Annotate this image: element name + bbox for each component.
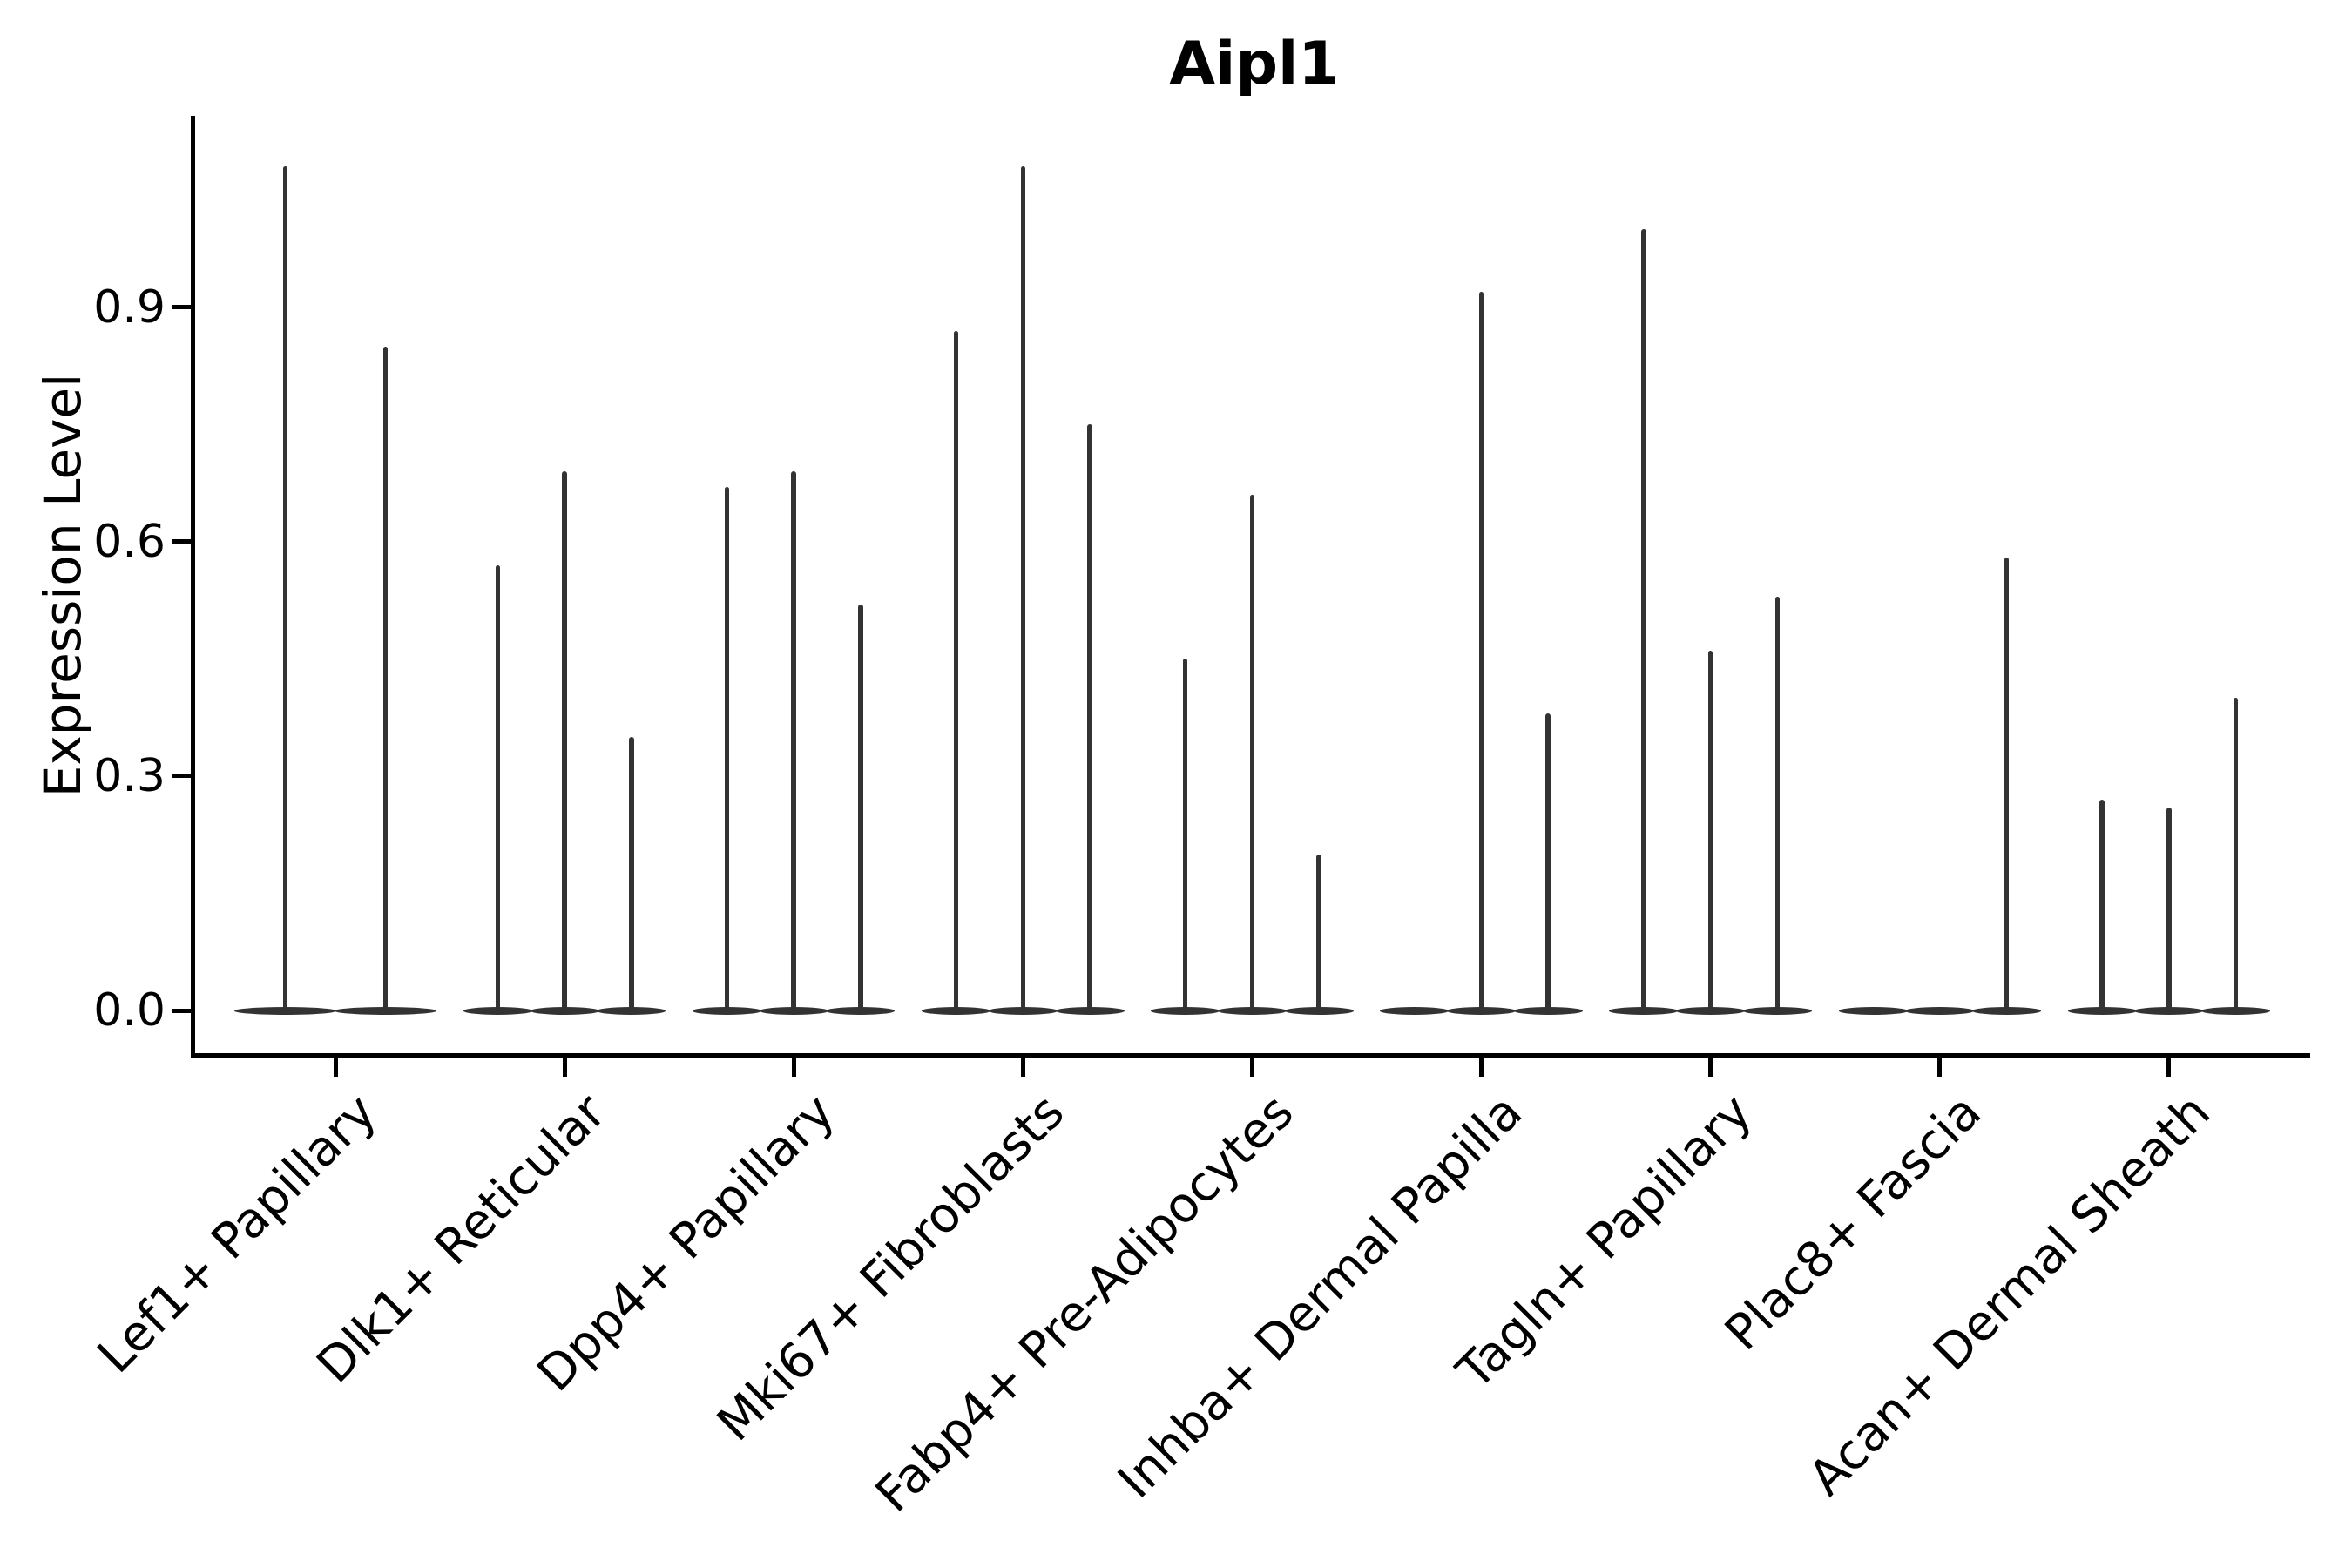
- violin-spike: [2099, 799, 2105, 1012]
- x-tick-mark: [1937, 1058, 1943, 1077]
- violin-spike: [1478, 291, 1484, 1012]
- violin-spike: [1087, 424, 1092, 1012]
- violin-spike: [495, 564, 501, 1012]
- violin-base: [1838, 1006, 1908, 1015]
- violin-spike: [1707, 651, 1713, 1012]
- x-tick-mark: [1479, 1058, 1484, 1077]
- y-tick-label: 0.6: [93, 515, 166, 568]
- violin-spike: [1774, 596, 1781, 1012]
- violin-base: [1380, 1006, 1450, 1015]
- y-tick-mark: [172, 774, 191, 779]
- x-tick-mark: [2166, 1058, 2172, 1077]
- violin-spike: [2004, 557, 2010, 1012]
- x-tick-label: Acan+ Dermal Sheath: [1798, 1084, 2221, 1507]
- violin-spike: [724, 487, 730, 1012]
- violin-spike: [282, 166, 288, 1012]
- x-tick-mark: [1708, 1058, 1713, 1077]
- chart-title: Aipl1: [1169, 30, 1340, 98]
- violin-spike: [562, 471, 567, 1012]
- x-axis-spine: [191, 1053, 2310, 1058]
- violin-spike: [1641, 229, 1646, 1012]
- x-tick-label: Inhba+ Dermal Papilla: [1107, 1084, 1534, 1510]
- violin-spike: [1545, 713, 1551, 1012]
- violin-base: [1905, 1006, 1975, 1015]
- violin-spike: [1249, 494, 1255, 1012]
- y-tick-label: 0.3: [93, 749, 166, 802]
- violin-spike: [629, 737, 634, 1012]
- y-axis-label: Expression Level: [33, 373, 92, 798]
- x-tick-label: Fabp4+ Pre-Adipocytes: [864, 1084, 1305, 1524]
- x-tick-mark: [791, 1058, 796, 1077]
- violin-spike: [2166, 807, 2172, 1012]
- violin-spike: [791, 471, 796, 1012]
- violin-spike: [1182, 659, 1188, 1012]
- x-tick-mark: [333, 1058, 338, 1077]
- violin-spike: [953, 330, 959, 1012]
- y-tick-label: 0.0: [93, 984, 166, 1037]
- y-axis-spine: [191, 116, 195, 1058]
- violin-spike: [1316, 854, 1321, 1012]
- y-tick-label: 0.9: [93, 280, 166, 334]
- y-tick-mark: [172, 305, 191, 310]
- violin-spike: [382, 346, 389, 1012]
- violin-spike: [858, 604, 863, 1012]
- y-tick-mark: [172, 539, 191, 544]
- y-tick-mark: [172, 1008, 191, 1013]
- x-tick-mark: [1249, 1058, 1254, 1077]
- x-tick-mark: [1020, 1058, 1025, 1077]
- x-tick-mark: [562, 1058, 567, 1077]
- violin-spike: [2233, 698, 2239, 1012]
- violin-spike: [1020, 166, 1026, 1012]
